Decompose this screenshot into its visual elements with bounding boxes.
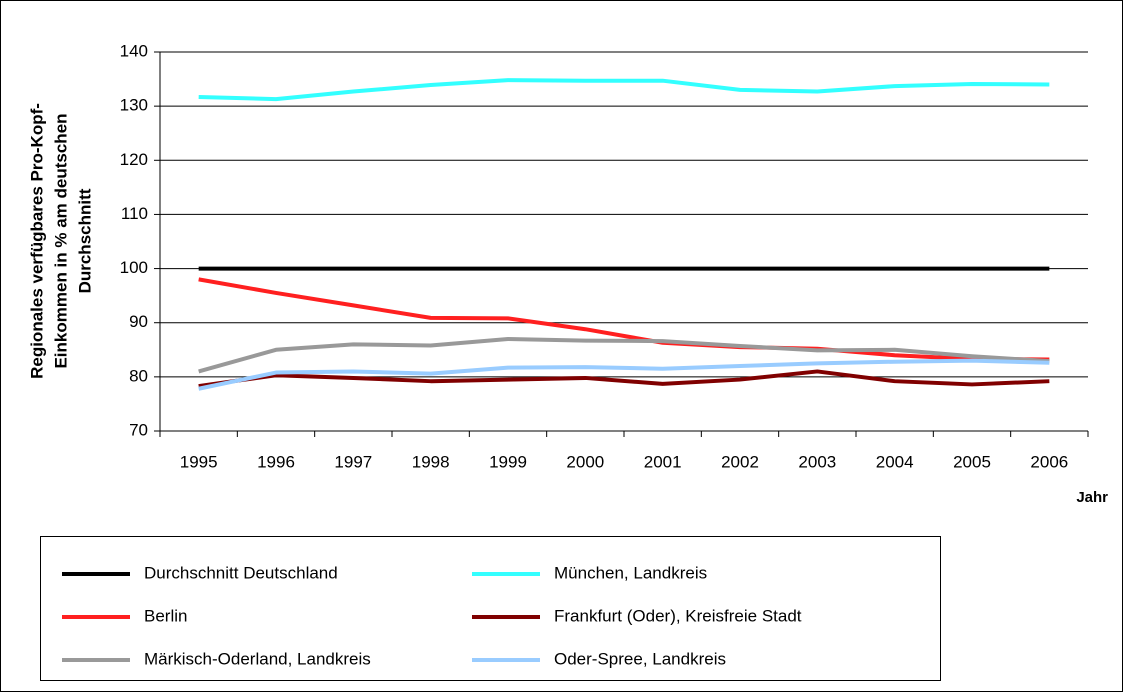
- y-tick-label: 90: [129, 312, 148, 331]
- series-line: [198, 78, 1050, 102]
- x-tick-label: 1997: [334, 452, 372, 471]
- y-tick-label: 130: [120, 96, 148, 115]
- y-tick-label: 100: [120, 258, 148, 277]
- y-axis-label: Regionales verfügbares Pro-Kopf-: [27, 103, 46, 379]
- series-line: [198, 336, 1050, 374]
- y-tick-label: 120: [120, 150, 148, 169]
- x-axis-label: Jahr: [1076, 489, 1108, 506]
- x-tick-label: 2006: [1030, 452, 1068, 471]
- x-tick-label: 1995: [180, 452, 218, 471]
- x-tick-label: 2003: [798, 452, 836, 471]
- x-tick-label: 2001: [644, 452, 682, 471]
- legend-label: Frankfurt (Oder), Kreisfreie Stadt: [554, 606, 802, 625]
- series-line: [198, 277, 1050, 362]
- legend-label: München, Landkreis: [554, 563, 707, 582]
- y-tick-label: 110: [121, 204, 148, 223]
- x-tick-label: 2000: [566, 452, 604, 471]
- y-tick-label: 80: [129, 366, 148, 385]
- y-axis-label: Einkommen in % am deutschen: [51, 113, 70, 368]
- legend-label: Oder-Spree, Landkreis: [554, 649, 726, 668]
- y-tick-label: 70: [129, 420, 148, 439]
- x-tick-label: 1996: [257, 452, 295, 471]
- x-tick-label: 2004: [876, 452, 914, 471]
- x-tick-label: 1999: [489, 452, 527, 471]
- legend-label: Märkisch-Oderland, Landkreis: [144, 649, 371, 668]
- series-line: [198, 369, 1050, 389]
- series-line: [198, 358, 1050, 391]
- y-tick-label: 140: [120, 41, 148, 60]
- x-tick-label: 1998: [412, 452, 450, 471]
- legend-box: [40, 536, 941, 681]
- legend-label: Berlin: [144, 606, 187, 625]
- x-tick-label: 2002: [721, 452, 759, 471]
- y-axis-label: Durchschnitt: [75, 188, 94, 293]
- x-tick-label: 2005: [953, 452, 991, 471]
- legend-label: Durchschnitt Deutschland: [144, 563, 338, 582]
